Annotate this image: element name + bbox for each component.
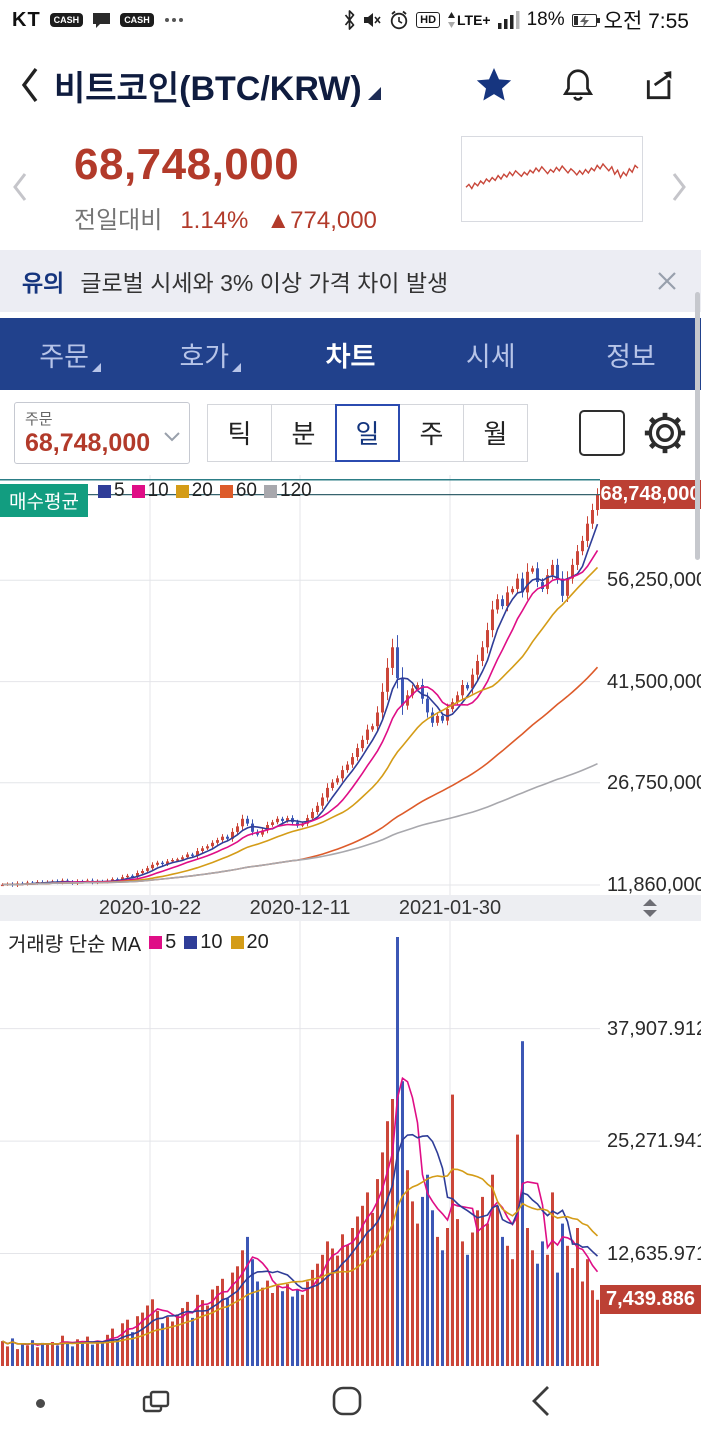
message-icon: [92, 12, 111, 29]
volume-axis-label: 12,635.971: [607, 1243, 701, 1265]
order-value: 68,748,000: [25, 428, 151, 457]
tab-info[interactable]: 정보: [606, 341, 656, 372]
lte-icon: LTE+: [447, 12, 491, 28]
price-axis-label: 11,860,000: [607, 874, 701, 896]
price-axis-label: 26,750,000: [607, 772, 701, 794]
cash-badge-icon: CASH: [49, 13, 84, 27]
chevron-down-icon: [164, 429, 180, 447]
cash-badge-icon: CASH: [120, 13, 154, 27]
order-price-dropdown[interactable]: 주문 68,748,000: [14, 401, 190, 464]
vol-ma10-color-swatch: [184, 936, 198, 949]
date-label: 2021-01-30: [398, 897, 502, 919]
hd-icon: HD: [416, 12, 441, 28]
notice-banner: 유의 글로벌 시세와 3% 이상 가격 차이 발생: [0, 250, 701, 312]
vol-ma20-color-swatch: [230, 936, 244, 949]
mute-icon: [363, 11, 382, 29]
favorite-star-button[interactable]: [473, 65, 515, 105]
sparkline-svg: [465, 162, 639, 190]
order-caption: 주문: [25, 410, 53, 428]
price-chart-svg: [0, 475, 600, 895]
interval-button-week[interactable]: 주: [399, 403, 464, 462]
change-row: 전일대비 1.14% ▲774,000: [74, 200, 701, 235]
recents-button[interactable]: [140, 1386, 172, 1423]
battery-percent-label: 18%: [526, 9, 565, 30]
ma-legend: 5 10 20 60 120: [98, 480, 312, 502]
tab-dropdown-icon: [232, 348, 242, 379]
tab-quotes[interactable]: 호가: [140, 318, 280, 390]
interval-button-month[interactable]: 월: [463, 403, 528, 462]
price-axis-label: 56,250,000: [607, 569, 701, 591]
current-volume-axis-badge: 7,439.886: [600, 1285, 701, 1314]
volume-axis-label: 25,271.941: [607, 1130, 701, 1152]
price-axis-label: 41,500,000: [607, 671, 701, 693]
android-nav-bar: [0, 1366, 701, 1440]
notice-tag: 유의: [22, 270, 65, 296]
volume-legend-title: 거래량 단순 MA: [8, 934, 142, 956]
volume-legend: 거래량 단순 MA 5 10 20: [8, 928, 269, 957]
signal-icon: [497, 11, 520, 29]
volume-axis-label: 37,907.912: [607, 1018, 701, 1040]
fullscreen-toggle-button[interactable]: [579, 409, 625, 456]
nav-tabbar: 주문 호가 차트 시세 정보: [0, 318, 701, 390]
interval-button-group: 틱 분 일 주 월: [207, 403, 528, 462]
change-percent: 1.14%: [180, 207, 249, 234]
chart-toolbar: 주문 68,748,000 틱 분 일 주 월: [0, 390, 701, 475]
ma60-color-swatch: [219, 484, 233, 498]
volume-chart-area[interactable]: 거래량 단순 MA 5 10 20 37,907.912 25,271.941 …: [0, 921, 701, 1366]
ma120-color-swatch: [264, 484, 277, 498]
tab-chart[interactable]: 차트: [325, 341, 376, 372]
ma5-color-swatch: [98, 484, 111, 498]
pane-resize-handle[interactable]: [637, 897, 663, 924]
change-amount: ▲774,000: [266, 207, 377, 234]
volume-chart-svg: [0, 921, 600, 1366]
page-title: 비트코인(BTC/KRW): [54, 69, 362, 108]
compare-label: 전일대비: [74, 207, 163, 234]
clock-time: 오전 7:55: [603, 10, 689, 33]
tab-order[interactable]: 주문: [0, 318, 140, 390]
tab-dropdown-icon: [91, 348, 101, 379]
alarm-icon: [389, 10, 409, 30]
nav-hide-dot-button[interactable]: [36, 1399, 45, 1408]
coin-select-dropdown-icon[interactable]: [367, 86, 381, 100]
carrier-label: KT: [12, 8, 41, 31]
date-label: 2020-10-22: [98, 897, 202, 919]
back-nav-button[interactable]: [528, 1384, 554, 1423]
notice-close-button[interactable]: [655, 269, 679, 293]
status-bar-right: HD LTE+ 18% 오전 7:55: [343, 5, 689, 35]
price-chart-area[interactable]: 매수평균 5 10 20 60 120 68,748,000 56,250,00…: [0, 475, 701, 896]
more-icon: [164, 18, 183, 22]
ma10-color-swatch: [131, 484, 145, 498]
date-label: 2020-12-11: [249, 897, 351, 919]
current-price-axis-badge: 68,748,000: [600, 480, 701, 509]
page-scrollbar[interactable]: [695, 292, 700, 560]
home-button[interactable]: [330, 1384, 364, 1423]
mini-sparkline-chart: [461, 136, 643, 222]
x-axis-row: 2020-10-22 2020-12-11 2021-01-30: [0, 895, 701, 921]
interval-button-tick[interactable]: 틱: [207, 403, 272, 462]
notification-bell-button[interactable]: [559, 65, 597, 105]
vol-ma5-color-swatch: [149, 936, 163, 949]
current-price: 68,748,000: [74, 140, 300, 189]
notice-message: 글로벌 시세와 3% 이상 가격 차이 발생: [80, 270, 449, 296]
battery-icon: [571, 13, 600, 27]
bluetooth-icon: [343, 10, 356, 30]
back-button[interactable]: [20, 67, 40, 103]
header: 비트코인(BTC/KRW): [0, 40, 701, 130]
tab-market[interactable]: 시세: [465, 341, 516, 372]
share-button[interactable]: [641, 66, 681, 104]
ma20-color-swatch: [175, 484, 189, 498]
status-bar: KT CASH CASH HD LTE+ 18%: [0, 0, 701, 40]
chart-settings-button[interactable]: [643, 411, 687, 455]
prev-coin-button[interactable]: [12, 172, 28, 207]
interval-button-minute[interactable]: 분: [271, 403, 336, 462]
interval-button-day[interactable]: 일: [335, 403, 400, 462]
next-coin-button[interactable]: [671, 172, 687, 207]
price-section: 68,748,000 전일대비 1.14% ▲774,000: [0, 130, 701, 250]
buy-average-badge: 매수평균: [0, 484, 88, 517]
